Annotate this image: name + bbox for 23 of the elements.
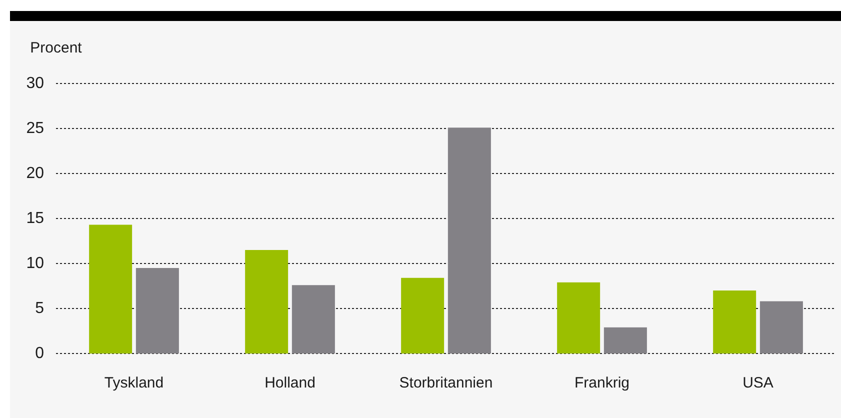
- y-tick-label: 5: [35, 300, 44, 317]
- bar: [136, 268, 179, 354]
- bar: [89, 224, 132, 354]
- bar: [292, 285, 335, 354]
- y-tick-label: 20: [26, 165, 44, 182]
- bar: [713, 290, 756, 354]
- y-tick-label: 30: [26, 75, 44, 92]
- y-tick-label: 0: [35, 345, 44, 362]
- x-tick-label: Frankrig: [574, 374, 630, 392]
- y-tick-label: 10: [26, 255, 44, 272]
- bar: [448, 128, 491, 354]
- x-tick-label: Tyskland: [104, 374, 164, 392]
- y-tick-label: 25: [26, 120, 44, 137]
- x-tick-label: USA: [742, 374, 774, 392]
- x-tick-label: Holland: [264, 374, 316, 392]
- bar: [245, 250, 288, 354]
- y-axis-title: Procent: [30, 40, 83, 56]
- y-tick-label: 15: [26, 210, 44, 227]
- bar: [604, 327, 647, 354]
- bar: [401, 278, 444, 354]
- bar: [557, 282, 600, 354]
- x-tick-label: Storbritannien: [399, 374, 493, 392]
- bar: [760, 301, 803, 354]
